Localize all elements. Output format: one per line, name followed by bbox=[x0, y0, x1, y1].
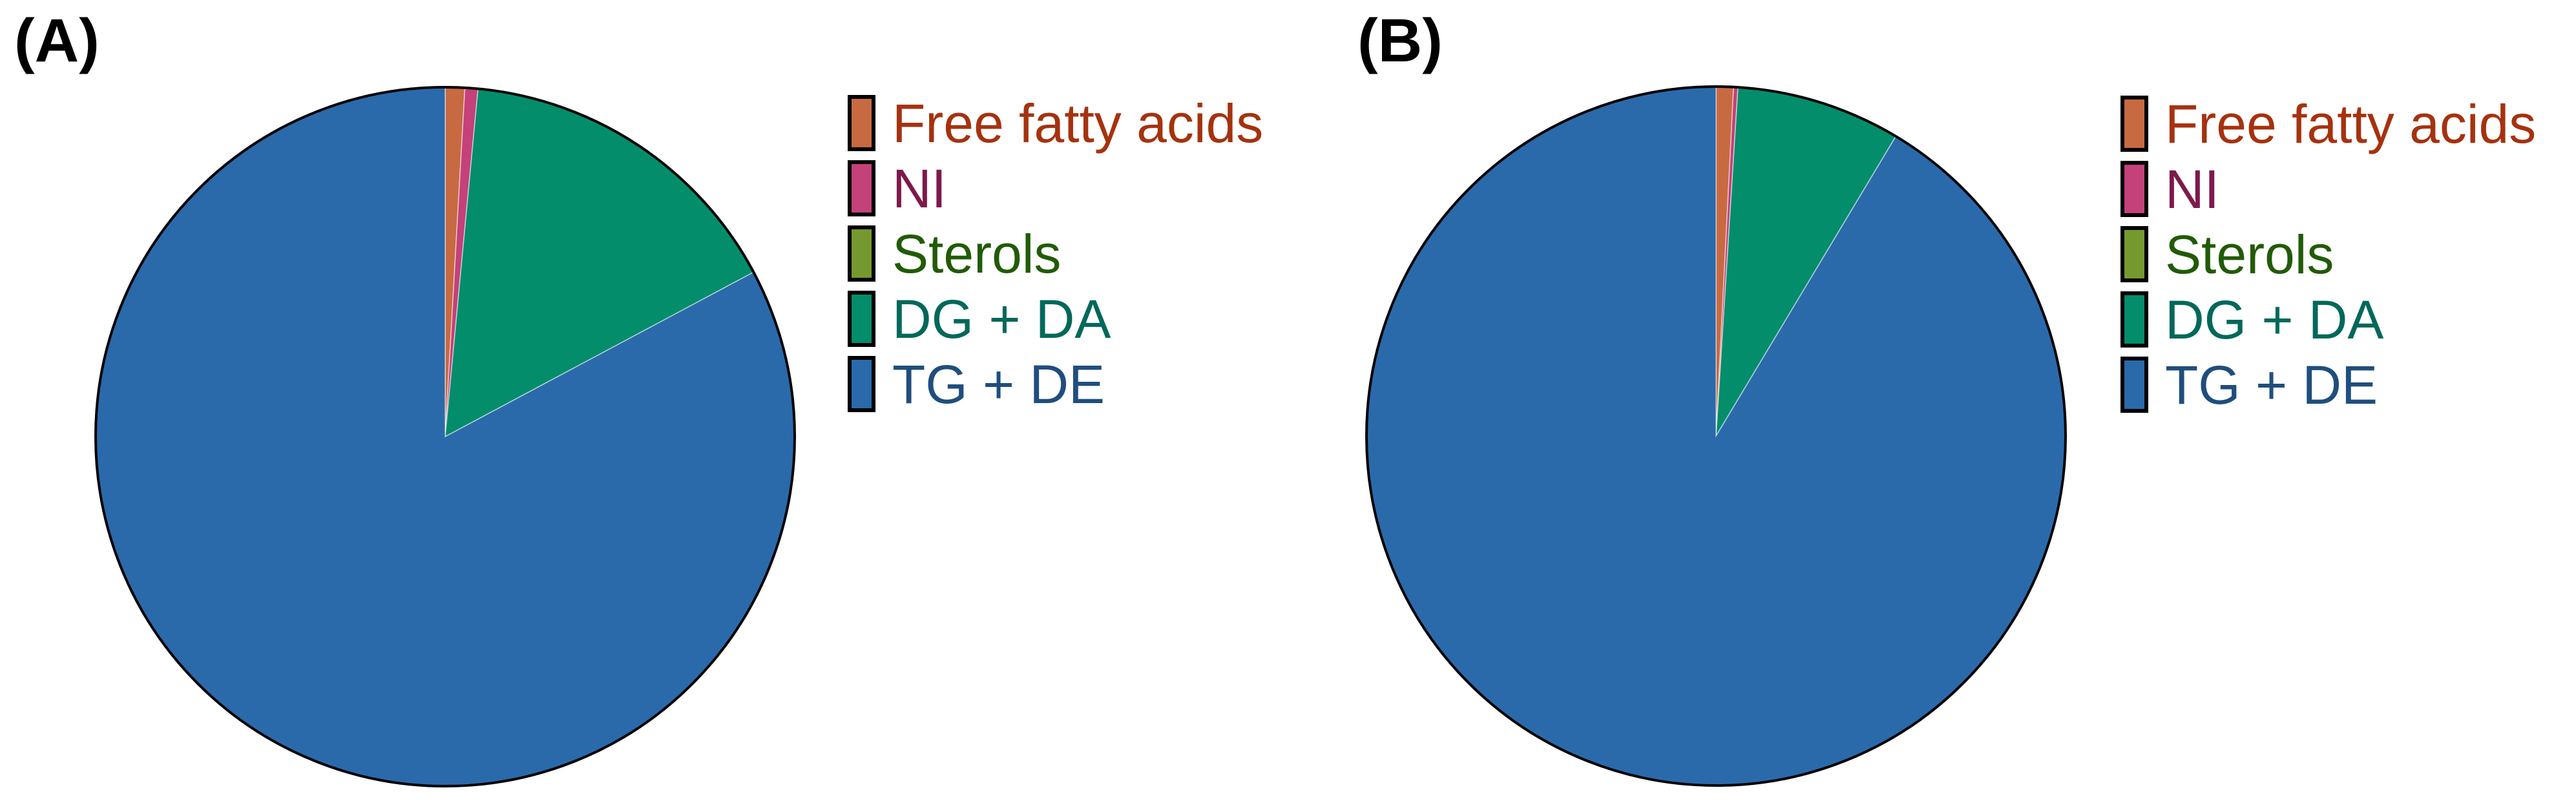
pie-chart-b bbox=[1365, 85, 2067, 787]
legend-label-sterols: Sterols bbox=[2165, 224, 2334, 285]
legend-item-tg-de: TG + DE bbox=[2120, 352, 2536, 417]
legend-label-sterols: Sterols bbox=[892, 223, 1062, 284]
legend-item-free-fatty-acids: Free fatty acids bbox=[2120, 91, 2536, 156]
legend-swatch-ni bbox=[848, 160, 875, 216]
legend-label-dg-da: DG + DA bbox=[892, 288, 1111, 349]
legend-label-ni: NI bbox=[892, 158, 947, 219]
legend-swatch-free-fatty-acids bbox=[2120, 96, 2148, 152]
legend-swatch-sterols bbox=[2120, 226, 2148, 282]
legend-item-dg-da: DG + DA bbox=[2120, 287, 2536, 352]
legend-item-dg-da: DG + DA bbox=[848, 286, 1263, 351]
legend-label-ni: NI bbox=[2165, 158, 2219, 220]
pie-outline bbox=[1365, 85, 2067, 787]
legend-swatch-dg-da bbox=[2120, 291, 2148, 348]
legend-a: Free fatty acids NI Sterols DG + DA TG +… bbox=[848, 90, 1263, 417]
legend-item-ni: NI bbox=[848, 156, 1263, 221]
legend-label-dg-da: DG + DA bbox=[2165, 289, 2384, 350]
pie-outline bbox=[94, 86, 796, 787]
legend-item-sterols: Sterols bbox=[2120, 222, 2536, 287]
legend-swatch-sterols bbox=[848, 225, 875, 282]
legend-label-free-fatty-acids: Free fatty acids bbox=[2165, 93, 2537, 154]
legend-item-tg-de: TG + DE bbox=[848, 351, 1263, 417]
legend-b: Free fatty acids NI Sterols DG + DA TG +… bbox=[2120, 91, 2536, 417]
legend-label-tg-de: TG + DE bbox=[892, 353, 1105, 415]
legend-swatch-dg-da bbox=[848, 291, 875, 347]
legend-item-free-fatty-acids: Free fatty acids bbox=[848, 90, 1263, 156]
panel-a-label: (A) bbox=[14, 6, 99, 75]
legend-item-ni: NI bbox=[2120, 156, 2536, 222]
pie-slice-tg-de bbox=[1366, 86, 2066, 786]
legend-swatch-free-fatty-acids bbox=[848, 95, 875, 151]
pie-chart-a bbox=[94, 86, 796, 787]
panel-b-label: (B) bbox=[1357, 6, 1443, 75]
legend-swatch-tg-de bbox=[848, 356, 875, 412]
legend-label-tg-de: TG + DE bbox=[2165, 354, 2378, 415]
legend-item-sterols: Sterols bbox=[848, 221, 1263, 286]
legend-label-free-fatty-acids: Free fatty acids bbox=[892, 92, 1264, 154]
legend-swatch-tg-de bbox=[2120, 357, 2148, 413]
legend-swatch-ni bbox=[2120, 161, 2148, 217]
